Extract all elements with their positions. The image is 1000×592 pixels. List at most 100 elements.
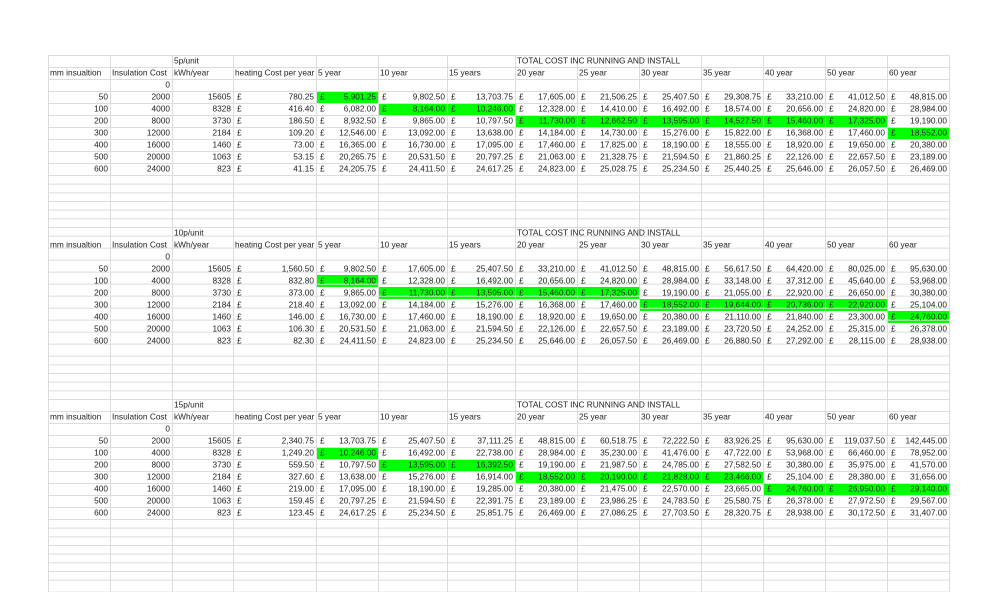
- currency-symbol: £: [829, 312, 834, 322]
- highlight-cell: [447, 459, 515, 471]
- currency-symbol: £: [581, 92, 586, 102]
- currency-symbol: £: [237, 460, 242, 470]
- currency-symbol: £: [519, 336, 524, 346]
- cell-total: 28,938.00: [910, 336, 947, 346]
- currency-symbol: £: [891, 436, 896, 446]
- currency-symbol: £: [237, 288, 242, 298]
- cell-total: 18,552.00: [662, 300, 699, 310]
- currency-symbol: £: [382, 324, 387, 334]
- currency-symbol: £: [767, 276, 772, 286]
- currency-symbol: £: [767, 128, 772, 138]
- currency-symbol: £: [320, 140, 325, 150]
- currency-symbol: £: [767, 484, 772, 494]
- highlight-cell: [378, 459, 447, 471]
- cell-total: 23,189.00: [538, 496, 575, 506]
- cell-total: 25,234.50: [662, 164, 699, 174]
- cell-total: 95,630.00: [910, 264, 947, 274]
- cell-total: 24,760.00: [786, 484, 823, 494]
- cell-heating: 82.30: [293, 336, 314, 346]
- cell-mm: 100: [94, 104, 108, 114]
- currency-symbol: £: [320, 484, 325, 494]
- column-header: mm insualtion: [50, 240, 102, 250]
- column-header: heating Cost per year: [235, 68, 315, 78]
- highlight-cell: [447, 103, 515, 115]
- currency-symbol: £: [643, 496, 648, 506]
- cell-cost: 20000: [147, 324, 170, 334]
- cell-cost: 12000: [147, 300, 170, 310]
- cell-total: 5,901.25: [344, 92, 377, 102]
- cell-total: 15,460.00: [786, 116, 823, 126]
- cell-kwh: 2184: [213, 128, 232, 138]
- currency-symbol: £: [829, 300, 834, 310]
- cell-mm: 500: [94, 496, 108, 506]
- rate-label: 10p/unit: [174, 228, 204, 238]
- cell-total: 29,567.00: [910, 496, 947, 506]
- currency-symbol: £: [891, 448, 896, 458]
- cell-cost: 16000: [147, 312, 170, 322]
- cell-total: 24,760.00: [910, 312, 947, 322]
- cell-cost: 2000: [152, 264, 171, 274]
- highlight-cell: [825, 483, 887, 495]
- currency-symbol: £: [382, 128, 387, 138]
- highlight-cell: [639, 115, 701, 127]
- column-header: 30 year: [641, 412, 669, 422]
- currency-symbol: £: [382, 104, 387, 114]
- currency-symbol: £: [581, 164, 586, 174]
- cell-heating: 159.45: [289, 496, 315, 506]
- column-header: 50 year: [827, 240, 855, 250]
- cell-kwh: 1460: [213, 140, 232, 150]
- column-header: 35 year: [703, 412, 731, 422]
- currency-symbol: £: [767, 436, 772, 446]
- cell-total: 24,783.50: [662, 496, 699, 506]
- cell-total: 83,926.25: [724, 436, 761, 446]
- column-header: 5 year: [318, 68, 341, 78]
- currency-symbol: £: [767, 104, 772, 114]
- currency-symbol: £: [891, 460, 896, 470]
- currency-symbol: £: [320, 264, 325, 274]
- cell-total: 13,703.75: [339, 436, 376, 446]
- cell-total: 17,605.00: [538, 92, 575, 102]
- cell-total: 9,802.50: [344, 264, 377, 274]
- column-header: kWh/year: [174, 240, 209, 250]
- cell-kwh: 823: [217, 508, 231, 518]
- currency-symbol: £: [382, 152, 387, 162]
- cell-total: 30,172.50: [848, 508, 885, 518]
- cell-heating: 559.50: [289, 460, 315, 470]
- cell-total: 22,738.00: [476, 448, 513, 458]
- cell-kwh: 1063: [213, 152, 232, 162]
- currency-symbol: £: [451, 300, 456, 310]
- cell-kwh: 2184: [213, 300, 232, 310]
- currency-symbol: £: [643, 276, 648, 286]
- cell-total: 21,828.00: [662, 472, 699, 482]
- cell-total: 30,380.00: [910, 288, 947, 298]
- cell-total: 27,086.25: [600, 508, 637, 518]
- currency-symbol: £: [643, 448, 648, 458]
- cell-total: 18,190.00: [476, 312, 513, 322]
- cell-cost: 16000: [147, 140, 170, 150]
- cell-total: 20,736.00: [786, 300, 823, 310]
- currency-symbol: £: [451, 276, 456, 286]
- cell-heating: 109.20: [289, 128, 315, 138]
- currency-symbol: £: [643, 104, 648, 114]
- currency-symbol: £: [829, 276, 834, 286]
- cell-total: 16,730.00: [339, 312, 376, 322]
- currency-symbol: £: [705, 116, 710, 126]
- cell-kwh: 1063: [213, 496, 232, 506]
- currency-symbol: £: [320, 496, 325, 506]
- cell-total: 78,952.00: [910, 448, 947, 458]
- currency-symbol: £: [767, 508, 772, 518]
- cell-total: 9,865.00: [344, 288, 377, 298]
- cell-kwh: 3730: [213, 288, 232, 298]
- currency-symbol: £: [451, 460, 456, 470]
- currency-symbol: £: [767, 324, 772, 334]
- cell-total: 17,325.00: [848, 116, 885, 126]
- cell-total: 22,126.00: [538, 324, 575, 334]
- cell-total: 21,328.75: [600, 152, 637, 162]
- cell-total: 19,285.00: [476, 484, 513, 494]
- currency-symbol: £: [643, 128, 648, 138]
- cell-total: 26,469.00: [662, 336, 699, 346]
- cell-kwh: 15605: [208, 92, 231, 102]
- column-header: Insulation Cost: [112, 240, 168, 250]
- cell-mm: 300: [94, 300, 108, 310]
- currency-symbol: £: [829, 116, 834, 126]
